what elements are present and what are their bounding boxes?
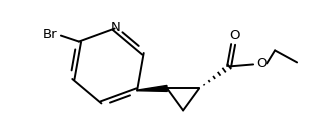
Polygon shape — [137, 85, 167, 91]
Text: Br: Br — [43, 28, 57, 41]
Text: O: O — [256, 57, 266, 70]
Text: O: O — [229, 29, 239, 42]
Text: N: N — [111, 21, 121, 34]
